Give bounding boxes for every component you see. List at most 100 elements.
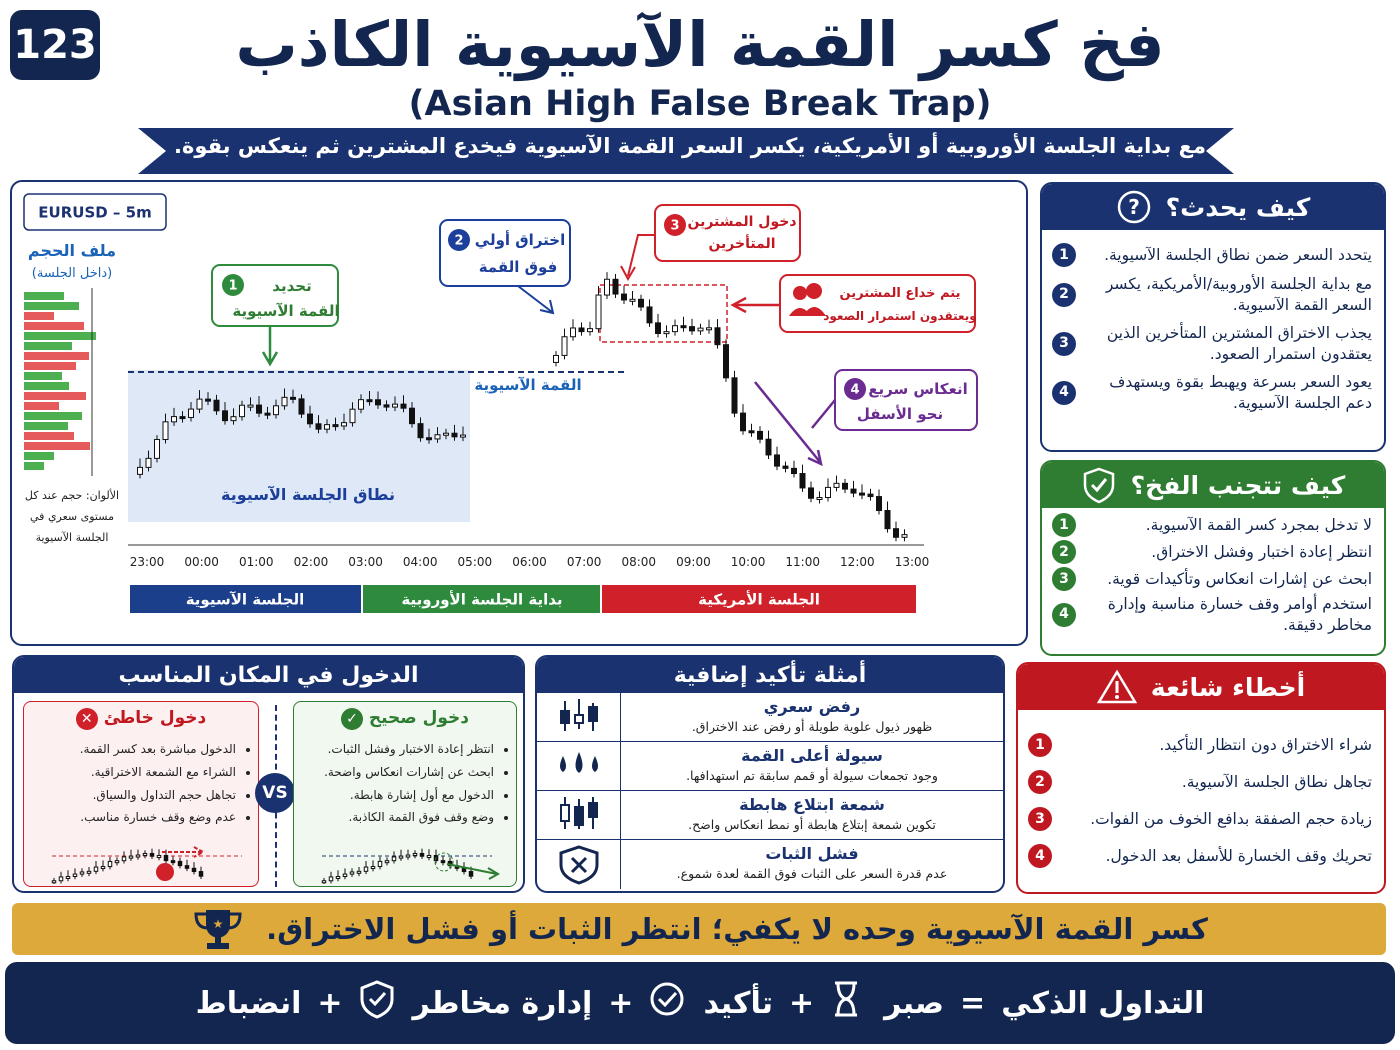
footer-icon	[359, 979, 397, 1027]
item-text: شراء الاختراق دون انتظار التأكيد.	[1159, 735, 1372, 754]
candle-body	[604, 278, 610, 296]
confirm-desc: تكوين شمعة إبتلاع هابطة أو نمط انعكاس وا…	[688, 817, 936, 832]
candle-body	[816, 497, 823, 501]
volume-bar	[24, 352, 89, 360]
list-item: 3 ابحث عن إشارات انعكاس وتأكيدات قوية.	[1052, 567, 1372, 591]
candle-body	[358, 399, 364, 410]
callout-number: 4	[850, 383, 859, 398]
panel-title: أخطاء شائعة	[1150, 672, 1306, 702]
volume-subtitle: (داخل الجلسة)	[32, 266, 112, 281]
candle-body	[451, 432, 458, 438]
candle-body	[460, 434, 466, 438]
tip: كسر القمة الآسيوية وحده لا يكفي؛ انتظر ا…	[266, 912, 1208, 946]
candle-body	[765, 438, 772, 456]
candle-body	[893, 528, 899, 538]
list-item: 3 زيادة حجم الصفقة بدافع الخوف من الفوات.	[1028, 807, 1372, 831]
candle-body	[191, 867, 197, 873]
candle-body	[426, 437, 432, 441]
candle-body	[740, 412, 746, 432]
avoid-panel: كيف تتجنب الفخ؟ 1 لا تدخل بمجرد كسر القمة…	[1040, 460, 1386, 656]
candle-body	[171, 416, 177, 423]
candle-body	[198, 871, 204, 877]
footer-word: إدارة مخاطر	[412, 985, 593, 1021]
wrong-title: دخول خاطئ	[103, 708, 207, 728]
candle-body	[349, 408, 356, 424]
candle-body	[370, 866, 376, 870]
how-panel: كيف يحدث؟ ? 1 يتحدد السعر ضمن نطاق الجلسة…	[1040, 182, 1386, 452]
bullet: الدخول مباشرة بعد كسر القمة.	[32, 738, 236, 761]
candle-body	[100, 866, 106, 870]
confirm-text: سيولة أعلى القمة وجود تجمعات سيولة أو قمم…	[621, 742, 1003, 790]
candle-body	[774, 454, 780, 467]
x-mark	[156, 863, 174, 881]
mini-chart	[51, 846, 242, 884]
time-label: 05:00	[458, 555, 493, 569]
callout-text: انعكاس سريع	[868, 380, 967, 398]
candle-body	[782, 465, 789, 469]
candle-body	[222, 410, 228, 422]
icon	[559, 752, 598, 773]
trap-note: ويعتقدون استمرار الصعود	[823, 309, 977, 324]
candle-body	[273, 405, 279, 416]
candle-body	[655, 322, 661, 334]
candle-body	[409, 407, 415, 425]
wrong-box: دخول خاطئ ✕ الدخول مباشرة بعد كسر القمة.…	[23, 701, 259, 887]
candle-body	[149, 852, 155, 857]
candle-body	[114, 860, 120, 864]
entry-panel: الدخول في المكان المناسب دخول خاطئ ✕ الد…	[12, 655, 525, 893]
volume-title: ملف الحجم	[28, 241, 116, 260]
confirm-desc: عدم قدرة السعر على الثبات فوق القمة لعدة…	[676, 866, 948, 881]
candle-body	[629, 298, 636, 302]
item-number: 1	[1052, 243, 1076, 267]
list-item: 4 تحريك وقف الخسارة للأسفل بعد الدخول.	[1028, 844, 1372, 868]
volume-bar	[24, 432, 74, 440]
list-item: 2 مع بداية الجلسة الأوروبية/الأمريكية، يك…	[1052, 274, 1372, 316]
volume-bar	[24, 362, 76, 370]
time-label: 10:00	[731, 555, 766, 569]
footer-word: تأكيد	[703, 985, 773, 1021]
volume-bar	[24, 372, 62, 380]
candle-body	[58, 876, 64, 882]
footer-word: التداول الذكي	[1001, 985, 1205, 1021]
candle-body	[307, 413, 313, 425]
candle-body	[349, 871, 355, 875]
candle-body	[377, 860, 383, 868]
candle-body	[901, 534, 908, 538]
item-text: يتحدد السعر ضمن نطاق الجلسة الآسيوية.	[1104, 245, 1372, 264]
confirm-title: سيولة أعلى القمة	[741, 746, 883, 765]
icon-question: ?	[1117, 190, 1150, 224]
mistakes-panel: أخطاء شائعة 1 شراء الاختراق دون انتظار ال…	[1016, 662, 1386, 894]
callout-text: دخول المشترين	[687, 214, 796, 230]
candle-body	[324, 424, 330, 430]
icon-shield	[1083, 467, 1114, 504]
candle-body	[205, 398, 211, 402]
candle-body	[417, 423, 424, 439]
candle-body	[842, 482, 848, 490]
banner-shape	[138, 128, 1234, 174]
operator: =	[960, 985, 986, 1021]
time-label: 03:00	[348, 555, 383, 569]
candle-body	[213, 399, 220, 412]
callout-number: 3	[670, 219, 679, 234]
candle-body	[93, 866, 99, 872]
candle-body	[179, 416, 186, 420]
badge: 123	[10, 10, 100, 80]
time-label: 11:00	[785, 555, 820, 569]
confirm-text: فشل الثبات عدم قدرة السعر على الثبات فوق …	[621, 840, 1003, 889]
volume-bar	[24, 422, 68, 430]
candle-body	[638, 298, 644, 308]
right-box: دخول صحيح ✓ انتظر إعادة الاختبار وفشل ال…	[293, 701, 517, 887]
candle-body	[553, 354, 559, 363]
chart: EURUSD – 5m ملف الحجم (داخل الجلسة) الأل…	[23, 193, 978, 613]
bullet: تجاهل حجم التداول والسياق.	[32, 784, 236, 807]
candle-body	[366, 399, 373, 403]
candle-body	[426, 854, 432, 858]
time-label: 09:00	[676, 555, 711, 569]
tip-bar: كسر القمة الآسيوية وحده لا يكفي؛ انتظر ا…	[12, 903, 1386, 955]
arrow	[162, 846, 206, 858]
list-item: 2 تجاهل نطاق الجلسة الآسيوية.	[1028, 770, 1372, 794]
item-text: مع بداية الجلسة الأوروبية/الأمريكية، يكس…	[1105, 275, 1372, 314]
candle-body	[51, 880, 57, 884]
icon-warning	[1096, 669, 1137, 704]
